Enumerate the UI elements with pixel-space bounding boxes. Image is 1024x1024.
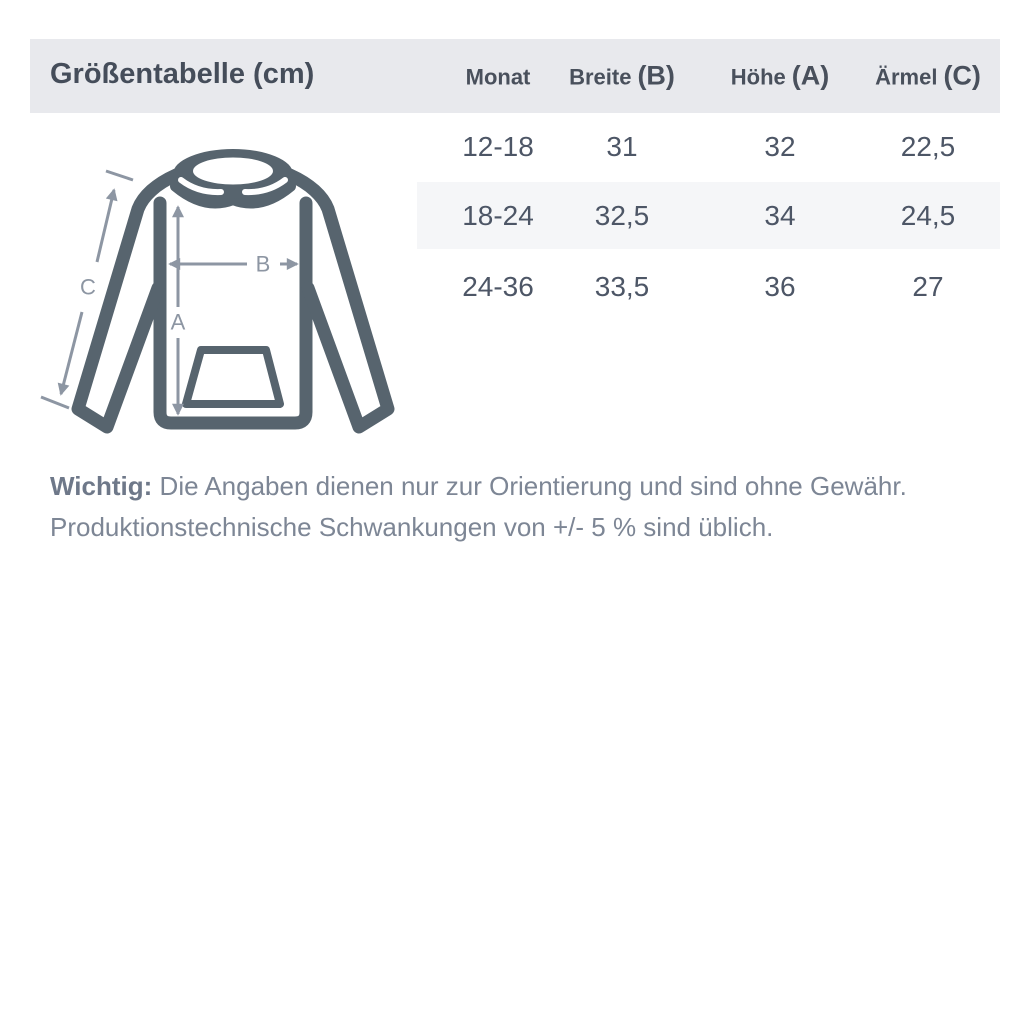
cell-row3-aermel: 27 (912, 271, 944, 302)
cell-row1-breite: 31 (606, 131, 638, 162)
page-title: Größentabelle (cm) (50, 58, 315, 91)
dimension-label-b: B (256, 252, 271, 277)
footer-important-label: Wichtig: (50, 471, 153, 501)
cell-row3-hoehe: 36 (764, 271, 796, 302)
sleeve-arrow-up (95, 188, 118, 263)
sleeve-arrow-down (57, 311, 84, 396)
hoodie-measurement-diagram: A B C (40, 149, 395, 434)
column-header-aermel-label: Ärmel (875, 64, 938, 90)
footer-note: Wichtig: Die Angaben dienen nur zur Orie… (50, 466, 980, 548)
cell-row3-monat: 24-36 (462, 271, 534, 302)
cell-row1-monat: 12-18 (462, 131, 534, 162)
column-header-breite-paren: (B) (637, 60, 675, 91)
column-header-breite: Breite (B) (569, 61, 675, 92)
column-header-monat: Monat (466, 61, 531, 92)
hood-ring-highlights (178, 177, 288, 196)
column-header-monat-label: Monat (465, 64, 531, 90)
cell-row2-hoehe: 34 (764, 200, 796, 231)
dimension-arrows (40, 169, 299, 416)
footer-line2: Produktionstechnische Schwankungen von +… (50, 512, 774, 542)
dimension-label-a: A (171, 310, 186, 335)
cell-row2-breite: 32,5 (594, 200, 650, 231)
cell-row3-breite: 33,5 (594, 271, 650, 302)
column-header-aermel: Ärmel (C) (875, 61, 981, 92)
column-header-hoehe-label: Höhe (730, 64, 786, 90)
table-header-band (30, 39, 1000, 113)
sleeve-tick-bottom (40, 395, 70, 410)
cell-row1-hoehe: 32 (764, 131, 796, 162)
column-header-hoehe: Höhe (A) (731, 61, 829, 92)
cell-row2-monat: 18-24 (462, 200, 534, 231)
hood-ring (173, 149, 293, 199)
hoodie-outline (71, 168, 395, 434)
dimension-label-c: C (80, 275, 96, 300)
column-header-aermel-paren: (C) (943, 60, 981, 91)
pocket-outline (182, 346, 284, 408)
column-header-hoehe-paren: (A) (791, 60, 830, 91)
cell-row1-aermel: 22,5 (900, 131, 956, 162)
footer-line1: Die Angaben dienen nur zur Orientierung … (152, 471, 907, 501)
column-header-breite-label: Breite (569, 64, 632, 90)
cell-row2-aermel: 24,5 (900, 200, 956, 231)
sleeve-tick-top (105, 169, 134, 182)
table-row-stripe (417, 182, 1000, 249)
